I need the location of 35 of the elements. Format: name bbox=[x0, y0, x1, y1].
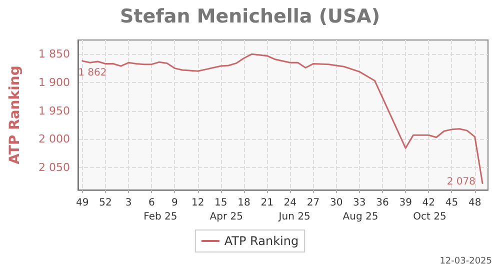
data-label: 2 078 bbox=[446, 176, 476, 188]
x-tick-label: 48 bbox=[468, 198, 482, 208]
y-axis-title: ATP Ranking bbox=[7, 66, 23, 164]
x2-tick-label: Feb 25 bbox=[144, 212, 178, 222]
x-tick-label: 18 bbox=[238, 198, 250, 208]
x2-tick-label: Aug 25 bbox=[342, 212, 378, 222]
x2-tick-label: Jun 25 bbox=[278, 212, 310, 222]
x-tick-label: 6 bbox=[148, 198, 155, 208]
line-series bbox=[82, 53, 484, 184]
x-tick-label: 27 bbox=[306, 198, 320, 208]
y-tick-label: 1 900 bbox=[38, 76, 70, 89]
chart-title: Stefan Menichella (USA) bbox=[120, 6, 380, 28]
text: 12-03-2025 bbox=[440, 256, 492, 266]
x-tick-label: 45 bbox=[445, 198, 458, 208]
x-tick-label: 12 bbox=[191, 198, 204, 208]
x2-tick-label: Apr 25 bbox=[210, 212, 243, 222]
x-tick-label: 30 bbox=[330, 198, 343, 208]
y-tick-label: 2 000 bbox=[38, 132, 70, 146]
data-label: 1 862 bbox=[78, 67, 107, 78]
y-tick-label: 1 950 bbox=[38, 104, 70, 118]
y-tick-label: 1 850 bbox=[38, 48, 70, 61]
x2-tick-label: Oct 25 bbox=[413, 212, 446, 222]
x-tick-label: 39 bbox=[399, 198, 412, 208]
y-tick-label: 2 050 bbox=[38, 160, 70, 174]
x-tick-label: 21 bbox=[260, 198, 274, 208]
x-tick-label: 42 bbox=[422, 198, 436, 208]
x-tick-label: 52 bbox=[99, 198, 112, 208]
x-tick-label: 36 bbox=[376, 198, 389, 208]
x-tick-label: 33 bbox=[353, 198, 366, 208]
x-tick-label: 49 bbox=[76, 198, 89, 208]
x-tick-label: 24 bbox=[284, 198, 297, 208]
x-tick-label: 15 bbox=[214, 198, 228, 208]
x-tick-label: 3 bbox=[125, 198, 132, 208]
x-tick-label: 9 bbox=[172, 198, 178, 208]
legend-label: ATP Ranking bbox=[224, 234, 299, 248]
